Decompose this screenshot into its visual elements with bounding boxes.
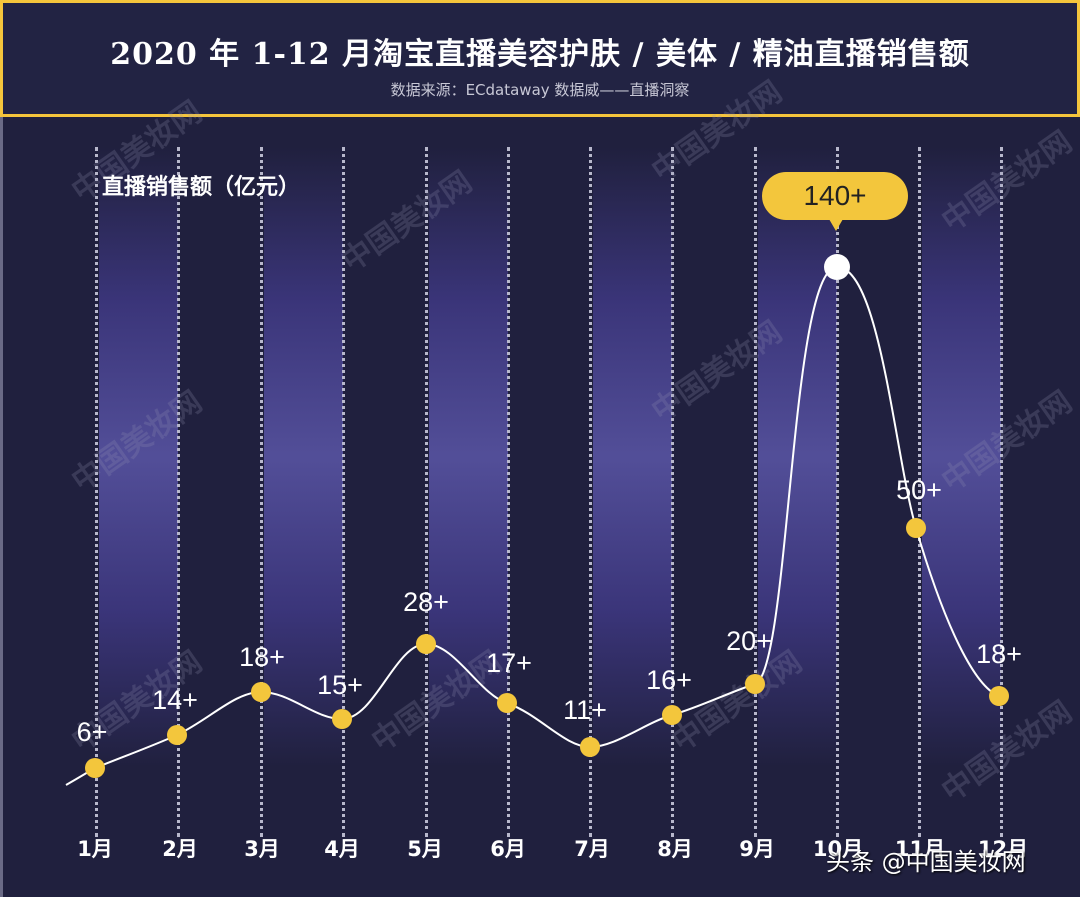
data-point-7 xyxy=(580,737,600,757)
peak-callout: 140+ xyxy=(762,172,908,220)
x-label-11: 11月 xyxy=(894,837,946,861)
point-label-8: 16+ xyxy=(646,665,692,695)
data-point-5 xyxy=(416,634,436,654)
point-label-12: 18+ xyxy=(976,639,1022,669)
y-axis-label: 直播销售额（亿元） xyxy=(102,175,301,200)
point-label-2: 14+ xyxy=(152,685,198,715)
data-source: 数据来源：ECdataway 数据威——直播洞察 xyxy=(390,81,690,99)
data-point-2 xyxy=(167,725,187,745)
x-label-1: 1月 xyxy=(77,837,113,861)
x-label-9: 9月 xyxy=(739,837,775,861)
data-point-12 xyxy=(989,686,1009,706)
point-label-7: 11+ xyxy=(563,695,607,725)
x-label-7: 7月 xyxy=(574,837,610,861)
data-point-10-peak xyxy=(824,254,850,280)
band-6 xyxy=(922,147,1001,767)
gridline-7 xyxy=(589,147,592,837)
data-point-9 xyxy=(745,674,765,694)
band-1 xyxy=(99,147,178,767)
gridline-6 xyxy=(507,147,510,837)
data-point-1 xyxy=(85,758,105,778)
x-label-6: 6月 xyxy=(490,837,526,861)
x-label-5: 5月 xyxy=(407,837,443,861)
data-point-8 xyxy=(662,705,682,725)
point-label-1: 6+ xyxy=(76,717,108,747)
band-5 xyxy=(758,147,837,767)
gridline-10 xyxy=(836,147,839,837)
gridline-4 xyxy=(342,147,345,837)
band-3 xyxy=(429,147,508,767)
gridline-2 xyxy=(177,147,180,837)
point-label-5: 28+ xyxy=(403,587,449,617)
gridline-5 xyxy=(425,147,428,837)
band-4 xyxy=(593,147,672,767)
data-point-3 xyxy=(251,682,271,702)
footer-watermark: 头条 @中国美妆网 xyxy=(826,848,1026,876)
data-point-4 xyxy=(332,709,352,729)
point-label-3: 18+ xyxy=(239,642,285,672)
gridline-12 xyxy=(1000,147,1003,837)
x-label-4: 4月 xyxy=(324,837,360,861)
point-label-4: 15+ xyxy=(317,670,363,700)
line-plot xyxy=(65,254,1009,786)
header-banner: 2020 年 1-12 月淘宝直播美容护肤 / 美体 / 精油直播销售额 数据来… xyxy=(0,0,1080,117)
point-label-6: 17+ xyxy=(486,648,532,678)
gridline-11 xyxy=(918,147,921,837)
x-label-3: 3月 xyxy=(244,837,280,861)
left-edge xyxy=(0,117,3,897)
trend-line xyxy=(65,265,1000,786)
x-label-10: 10月 xyxy=(812,837,864,861)
point-label-11: 50+ xyxy=(896,475,942,505)
gridline-9 xyxy=(754,147,757,837)
band-2 xyxy=(264,147,343,767)
point-label-9: 20+ xyxy=(726,626,772,656)
gridline-3 xyxy=(260,147,263,837)
gridline-8 xyxy=(671,147,674,837)
x-label-2: 2月 xyxy=(162,837,198,861)
chart-title: 2020 年 1-12 月淘宝直播美容护肤 / 美体 / 精油直播销售额 xyxy=(110,37,970,72)
callout-pointer xyxy=(829,219,843,231)
chart-area: 中国美妆网 中国美妆网 中国美妆网 中国美妆网 中国美妆网 中国美妆网 中国美妆… xyxy=(0,75,1080,897)
data-point-11 xyxy=(906,518,926,538)
x-label-12: 12月 xyxy=(977,837,1029,861)
gridline-1 xyxy=(95,147,98,837)
x-label-8: 8月 xyxy=(657,837,693,861)
data-point-6 xyxy=(497,693,517,713)
